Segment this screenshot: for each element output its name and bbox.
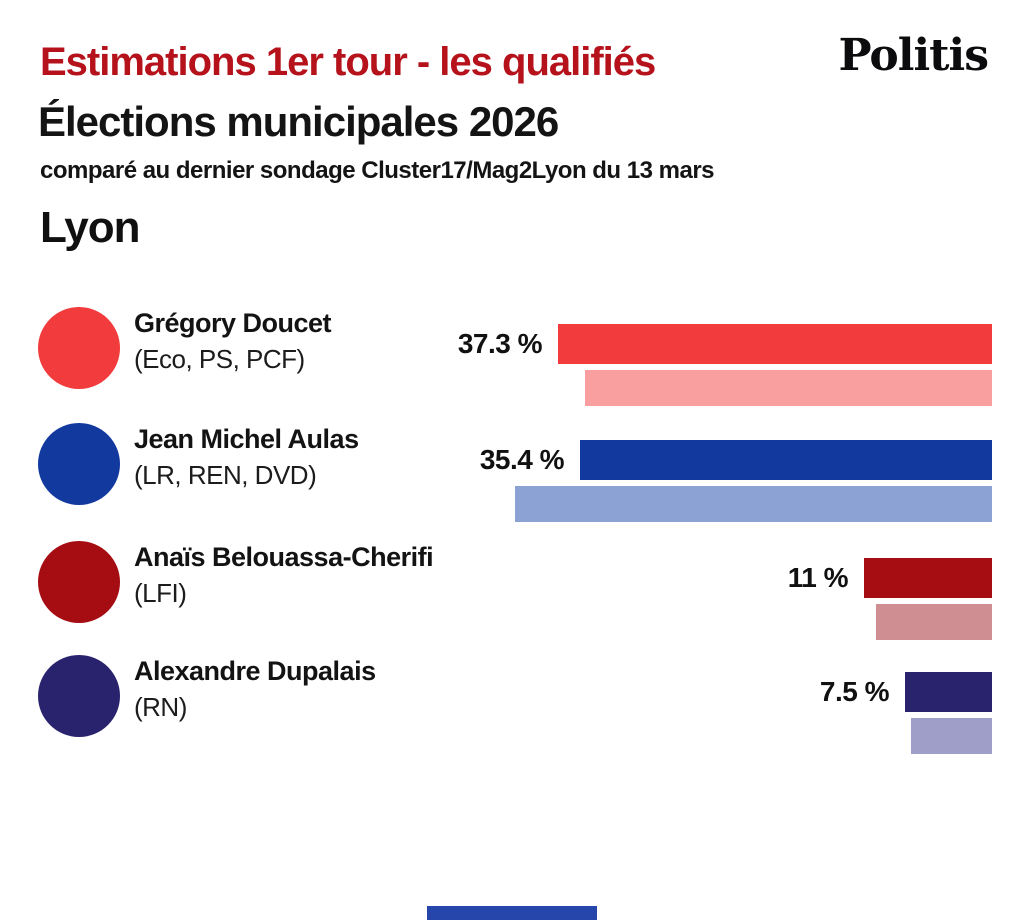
candidate-party: (Eco, PS, PCF) bbox=[134, 344, 305, 374]
candidate-name: Anaïs Belouassa-Cherifi bbox=[134, 542, 434, 572]
candidate-party: (LR, REN, DVD) bbox=[134, 460, 317, 490]
value-label: 7.5 % bbox=[819, 676, 890, 707]
value-label: 11 % bbox=[787, 562, 849, 593]
page-title: Estimations 1er tour - les qualifiés bbox=[40, 40, 656, 84]
comparison-note: comparé au dernier sondage Cluster17/Mag… bbox=[40, 157, 715, 184]
candidate-name: Grégory Doucet bbox=[134, 308, 332, 338]
candidate-color-dot bbox=[38, 541, 120, 623]
subtitle: Élections municipales 2026 bbox=[38, 98, 559, 145]
candidate-label-block: Grégory Doucet (Eco, PS, PCF) bbox=[134, 308, 332, 375]
poll-bar bbox=[585, 370, 992, 406]
candidate-row: Grégory Doucet (Eco, PS, PCF) 37.3 % bbox=[0, 300, 1024, 412]
candidate-label-block: Jean Michel Aulas (LR, REN, DVD) bbox=[134, 424, 359, 491]
candidate-party: (RN) bbox=[134, 692, 187, 722]
poll-bar bbox=[515, 486, 992, 522]
brand-logo: Politis bbox=[838, 30, 989, 81]
candidate-party: (LFI) bbox=[134, 578, 187, 608]
candidate-color-dot bbox=[38, 423, 120, 505]
candidate-label-block: Anaïs Belouassa-Cherifi (LFI) bbox=[134, 542, 434, 609]
poll-bar bbox=[911, 718, 992, 754]
result-bar bbox=[864, 558, 992, 598]
result-bar bbox=[580, 440, 992, 480]
candidate-row: Anaïs Belouassa-Cherifi (LFI) 11 % bbox=[0, 534, 1024, 646]
result-bar bbox=[905, 672, 992, 712]
value-label: 37.3 % bbox=[457, 328, 543, 359]
result-bar bbox=[558, 324, 992, 364]
candidate-row: Alexandre Dupalais (RN) 7.5 % bbox=[0, 648, 1024, 760]
candidate-row: Jean Michel Aulas (LR, REN, DVD) 35.4 % bbox=[0, 416, 1024, 528]
city-title: Lyon bbox=[40, 203, 140, 252]
bottom-accent-bar bbox=[427, 906, 597, 920]
candidate-label-block: Alexandre Dupalais (RN) bbox=[134, 656, 376, 723]
candidate-color-dot bbox=[38, 307, 120, 389]
candidate-name: Jean Michel Aulas bbox=[134, 424, 359, 454]
value-label: 35.4 % bbox=[479, 444, 565, 475]
poll-bar bbox=[876, 604, 992, 640]
candidate-name: Alexandre Dupalais bbox=[134, 656, 376, 686]
candidate-color-dot bbox=[38, 655, 120, 737]
